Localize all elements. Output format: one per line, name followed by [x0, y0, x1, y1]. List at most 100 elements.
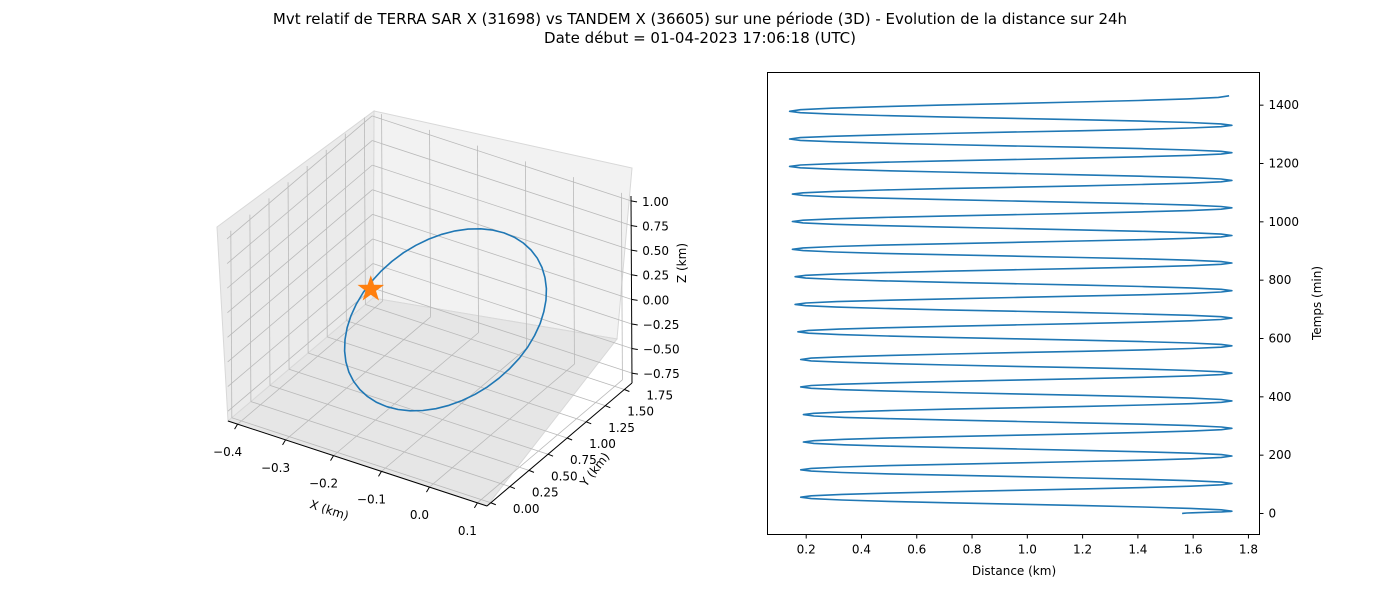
- y-tick-label: 0.50: [551, 469, 578, 483]
- time-tick-label: 1000: [1269, 215, 1300, 229]
- z-tick-label: −0.50: [643, 343, 680, 357]
- z-tick-mark: [631, 372, 639, 375]
- x-tick-label: −0.2: [309, 477, 338, 491]
- z-tick-mark: [631, 298, 638, 301]
- grid-line: [237, 300, 383, 425]
- z-tick-label: 0.25: [642, 269, 669, 283]
- grid-line: [306, 166, 309, 354]
- time-tick-label: 1400: [1269, 98, 1300, 112]
- distance-tick-label: 1.0: [1018, 543, 1037, 557]
- z-tick-label: −0.75: [643, 367, 680, 381]
- grid-line: [429, 129, 431, 317]
- time-tick-label: 1200: [1269, 157, 1300, 171]
- time-tick-label: 400: [1269, 390, 1292, 404]
- z-tick-label: −0.25: [643, 318, 680, 332]
- grid-line: [477, 379, 623, 504]
- z-tick-label: 0.50: [642, 244, 669, 258]
- x-tick-mark: [473, 502, 478, 509]
- distance-tick-label: 1.8: [1239, 543, 1258, 557]
- time-tick-label: 200: [1269, 448, 1292, 462]
- y-tick-label: 0.25: [532, 486, 559, 500]
- distance-line: [788, 95, 1233, 515]
- distance-tick-label: 1.4: [1128, 543, 1147, 557]
- y-tick-mark: [624, 389, 630, 392]
- distance-tick-label: 0.8: [962, 543, 981, 557]
- grid-line: [363, 117, 366, 305]
- distance-tick-label: 1.2: [1073, 543, 1092, 557]
- figure-title: Mvt relatif de TERRA SAR X (31698) vs TA…: [0, 10, 1400, 48]
- y-tick-label: 1.25: [608, 421, 635, 435]
- x-tick-mark: [330, 455, 334, 461]
- time-axis-label: Temps (min): [1310, 266, 1324, 341]
- plot-3d-trajectory: −0.4 −0.3 −0.2 −0.1 0.0 0.1 0.00 0.25 0.50 0.75 1.…: [213, 110, 689, 538]
- y-axis-line: [486, 382, 633, 507]
- grid-line: [230, 230, 233, 418]
- grid-line: [365, 304, 625, 390]
- grid-line: [372, 213, 632, 300]
- time-tick-label: 600: [1269, 332, 1292, 346]
- z-tick-mark: [631, 323, 638, 326]
- z-axis-line: [630, 195, 633, 384]
- grid-line: [227, 263, 374, 387]
- z-tick-label: 1.00: [642, 195, 669, 209]
- x-tick-label: 0.1: [458, 524, 477, 538]
- grid-line: [621, 192, 623, 380]
- y-tick-label: 1.75: [646, 388, 673, 402]
- grid-line: [372, 164, 632, 251]
- grid-line: [227, 238, 373, 363]
- grid-line: [227, 164, 373, 289]
- grid-line: [285, 316, 431, 441]
- grid-line: [344, 133, 347, 321]
- grid-line: [308, 352, 568, 439]
- plot-frame: [767, 72, 1260, 535]
- grid-line: [327, 336, 587, 423]
- x-tick-label: −0.3: [261, 461, 290, 475]
- grid-line: [372, 287, 633, 374]
- grid-line: [346, 320, 606, 407]
- z-tick-label: 0.75: [642, 220, 669, 234]
- grid-line: [525, 161, 527, 349]
- z-tick-mark: [630, 200, 638, 203]
- x-axis-line: [227, 420, 488, 507]
- grid-line: [227, 287, 374, 412]
- x-tick-label: 0.0: [410, 508, 429, 522]
- y-tick-label: 0.75: [570, 453, 597, 467]
- distance-tick-label: 0.2: [797, 543, 816, 557]
- grid-line: [249, 214, 252, 402]
- y-tick-mark: [547, 453, 554, 457]
- x-tick-mark: [282, 439, 286, 446]
- y-tick-label: 1.50: [627, 405, 654, 419]
- z-tick-mark: [631, 348, 638, 351]
- x-tick-label: −0.1: [357, 492, 386, 506]
- grid-line: [268, 198, 271, 386]
- origin-star-marker: [357, 275, 385, 301]
- grid-line: [325, 149, 328, 337]
- grid-line: [269, 385, 530, 471]
- x-tick-mark: [378, 471, 382, 477]
- distance-tick-label: 1.6: [1184, 543, 1203, 557]
- z-tick-label: 0.00: [643, 293, 670, 307]
- grid-line: [250, 401, 511, 487]
- grid-line: [371, 115, 632, 202]
- y-tick-label: 0.00: [513, 502, 540, 516]
- grid-line: [429, 363, 575, 488]
- grid-line: [333, 332, 479, 456]
- y-tick-mark: [566, 437, 573, 441]
- y-tick-mark: [509, 486, 516, 490]
- grid-line: [227, 214, 373, 338]
- z-tick-mark: [631, 274, 638, 277]
- trajectory-3d-line: [343, 228, 548, 412]
- title-line-2: Date début = 01-04-2023 17:06:18 (UTC): [544, 29, 856, 47]
- grid-line: [573, 177, 575, 365]
- y-tick-label: 1.00: [589, 437, 616, 451]
- time-tick-label: 0: [1269, 507, 1277, 521]
- x-tick-label: −0.4: [213, 445, 242, 459]
- time-tick-label: 800: [1269, 273, 1292, 287]
- grid-line: [227, 189, 373, 314]
- grid-line: [372, 238, 632, 325]
- grid-line: [226, 140, 373, 264]
- distance-axis-label: Distance (km): [972, 564, 1056, 578]
- distance-tick-label: 0.4: [852, 543, 871, 557]
- grid-line: [231, 417, 491, 504]
